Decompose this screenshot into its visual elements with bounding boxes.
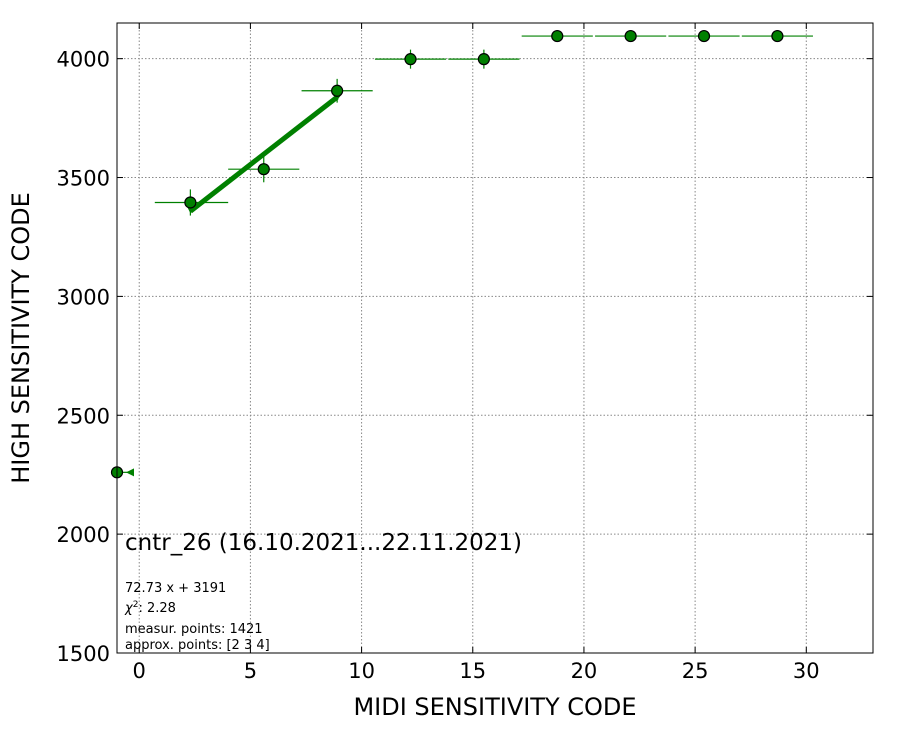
x-tick-label: 5 [244,659,257,683]
annotation-equation: 72.73 x + 3191 [125,581,226,596]
x-tick-label: 15 [459,659,486,683]
y-tick-label: 3000 [57,285,110,309]
data-point [551,29,564,43]
annotation-approx-points: approx. points: [2 3 4] [125,638,270,653]
data-point [404,53,417,66]
axis-ticks [117,23,873,654]
error-bars [117,35,813,477]
y-tick-label: 2000 [57,523,110,547]
data-point [331,84,344,97]
y-tick-label: 1500 [57,642,110,666]
chi2-value: : 2.28 [138,601,175,616]
x-axis-title: MIDI SENSITIVITY CODE [353,693,636,721]
chi2-superscript: 2 [133,600,139,610]
x-tick-label: 0 [133,659,146,683]
data-point [477,53,490,66]
y-tick-label: 3500 [57,167,110,191]
x-tick-label: 10 [348,659,375,683]
annotation-chi2: χ2: 2.28 [124,600,176,616]
x-tick-label: 30 [793,659,820,683]
annotation-measur-points: measur. points: 1421 [125,622,263,637]
x-tick-label: 25 [682,659,709,683]
y-tick-label: 4000 [57,48,110,72]
x-tick-label: 20 [571,659,598,683]
grid-lines [117,23,873,653]
y-axis-title: HIGH SENSITIVITY CODE [7,192,35,484]
limit-arrow [126,468,134,477]
y-tick-label: 2500 [57,404,110,428]
data-point [257,163,270,176]
data-point [697,29,711,43]
tick-labels: 0 5 10 15 20 25 30 1500 2000 2500 3000 3500 4000 [57,48,820,683]
fit-line [188,95,339,214]
data-markers [110,29,784,479]
data-point [184,196,197,209]
plot-frame [116,22,874,654]
fit-line-group [187,94,342,214]
data-point [771,29,784,43]
data-point [624,29,637,43]
annotation-title: cntr_26 (16.10.2021...22.11.2021) [125,530,522,556]
chi2-symbol: χ [124,601,134,616]
